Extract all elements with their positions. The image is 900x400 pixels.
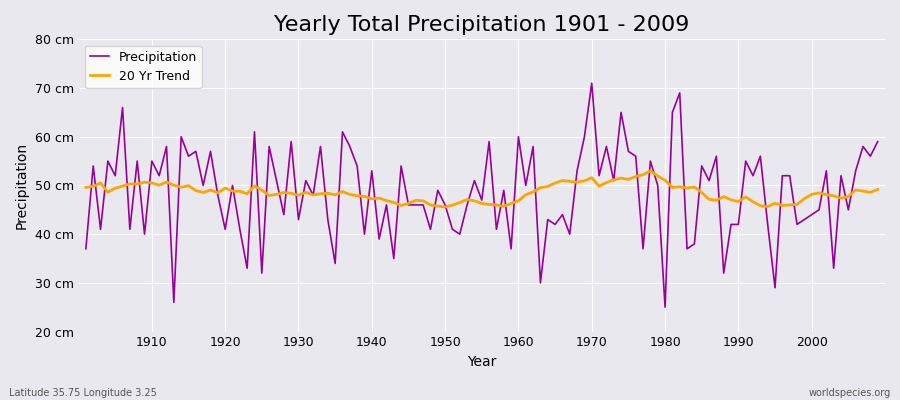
20 Yr Trend [140, 180, 150, 185]
Precipitation [506, 246, 517, 251]
Precipitation [301, 178, 311, 183]
Precipitation [513, 134, 524, 139]
Precipitation [80, 246, 91, 251]
Precipitation [345, 144, 356, 149]
20 Yr Trend [645, 168, 656, 173]
Precipitation [140, 232, 150, 236]
20 Yr Trend [345, 192, 356, 197]
Text: worldspecies.org: worldspecies.org [809, 388, 891, 398]
20 Yr Trend [520, 192, 531, 197]
Legend: Precipitation, 20 Yr Trend: Precipitation, 20 Yr Trend [85, 46, 202, 88]
Line: Precipitation: Precipitation [86, 83, 878, 307]
20 Yr Trend [872, 187, 883, 192]
20 Yr Trend [301, 190, 311, 195]
Precipitation [608, 178, 619, 183]
Title: Yearly Total Precipitation 1901 - 2009: Yearly Total Precipitation 1901 - 2009 [274, 15, 689, 35]
Precipitation [872, 139, 883, 144]
20 Yr Trend [80, 185, 91, 190]
Y-axis label: Precipitation: Precipitation [15, 142, 29, 229]
Line: 20 Yr Trend: 20 Yr Trend [86, 171, 878, 207]
Precipitation [586, 81, 597, 86]
20 Yr Trend [608, 178, 619, 182]
X-axis label: Year: Year [467, 355, 497, 369]
Precipitation [660, 305, 670, 310]
Text: Latitude 35.75 Longitude 3.25: Latitude 35.75 Longitude 3.25 [9, 388, 157, 398]
20 Yr Trend [440, 204, 451, 209]
20 Yr Trend [513, 198, 524, 203]
